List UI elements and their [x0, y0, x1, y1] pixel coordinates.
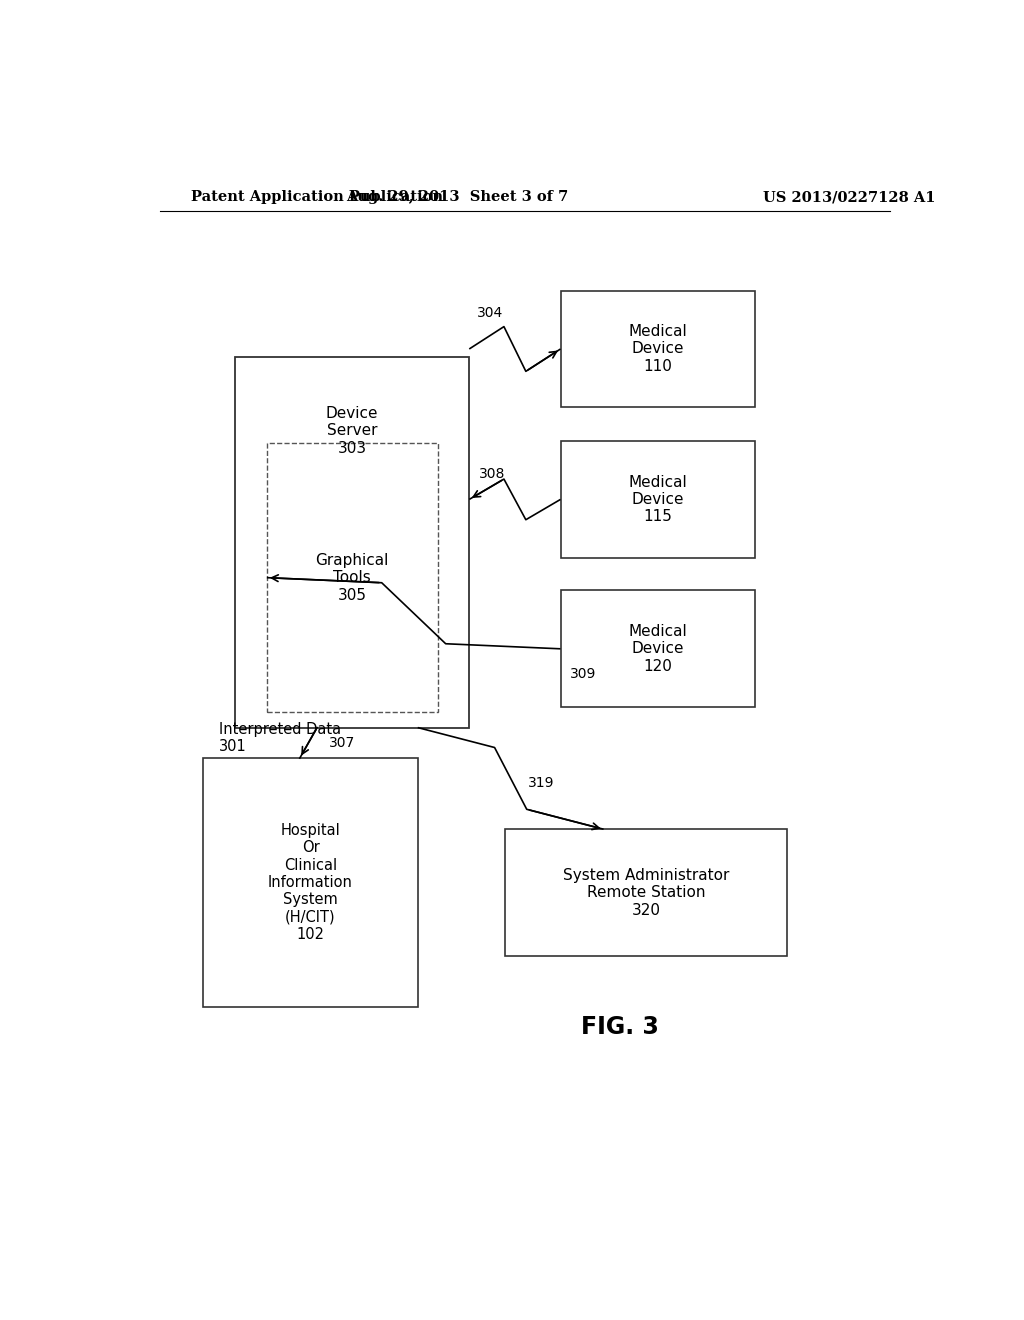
Text: Aug. 29, 2013  Sheet 3 of 7: Aug. 29, 2013 Sheet 3 of 7 — [346, 190, 568, 205]
Bar — [236, 356, 469, 727]
Bar — [560, 290, 755, 408]
Bar — [267, 444, 437, 713]
Text: Medical
Device
115: Medical Device 115 — [629, 474, 687, 524]
Text: System Administrator
Remote Station
320: System Administrator Remote Station 320 — [562, 867, 729, 917]
Text: US 2013/0227128 A1: US 2013/0227128 A1 — [763, 190, 935, 205]
Text: 304: 304 — [477, 306, 504, 321]
Bar — [505, 829, 786, 956]
Bar — [204, 758, 418, 1007]
Text: Hospital
Or
Clinical
Information
System
(H/CIT)
102: Hospital Or Clinical Information System … — [268, 822, 353, 942]
Text: 308: 308 — [479, 467, 505, 480]
Text: 319: 319 — [528, 776, 554, 791]
Bar — [560, 590, 755, 708]
Text: Medical
Device
110: Medical Device 110 — [629, 325, 687, 374]
Text: Device
Server
303: Device Server 303 — [326, 405, 379, 455]
Text: 309: 309 — [570, 667, 596, 681]
Text: 307: 307 — [329, 735, 355, 750]
Text: Medical
Device
120: Medical Device 120 — [629, 624, 687, 673]
Text: Graphical
Tools
305: Graphical Tools 305 — [315, 553, 389, 602]
Bar — [560, 441, 755, 558]
Text: FIG. 3: FIG. 3 — [581, 1015, 659, 1039]
Text: Patent Application Publication: Patent Application Publication — [191, 190, 443, 205]
Text: Interpreted Data
301: Interpreted Data 301 — [219, 722, 341, 754]
